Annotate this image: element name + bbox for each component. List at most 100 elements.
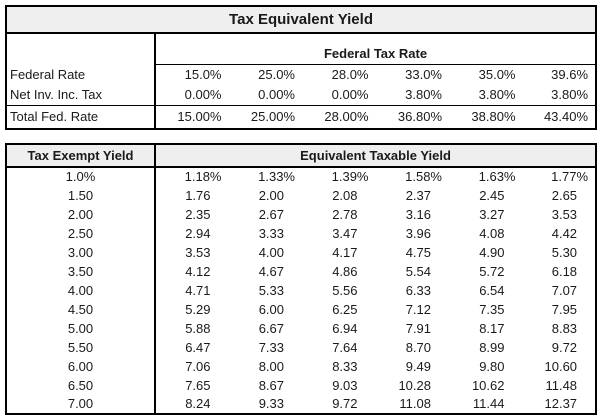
tax-exempt-yield-header: Tax Exempt Yield xyxy=(6,143,155,168)
tax-rate-value: 0.00% xyxy=(154,84,229,105)
yield-row: 1.50 1.76 2.00 2.08 2.37 2.45 2.65 xyxy=(6,185,596,205)
taxable-yield-value: 2.65 xyxy=(551,187,578,203)
taxable-yield-value: 4.12 xyxy=(154,261,229,281)
tax-rate-value: 3.80% xyxy=(478,87,516,102)
taxable-yield-value: 7.06 xyxy=(154,356,229,376)
tax-exempt-yield-value: 2.00 xyxy=(67,206,94,222)
tax-exempt-yield-value: 4.00 xyxy=(67,282,94,298)
tax-rate-row: Net Inv. Inc. Tax 0.00% 0.00% 0.00% 3.80% 3.8… xyxy=(6,84,596,105)
tax-rate-row-label: Net Inv. Inc. Tax xyxy=(10,87,103,102)
taxable-yield-value: 1.33% xyxy=(258,169,295,184)
tax-rate-value: 25.00% xyxy=(228,104,302,129)
blank-cell xyxy=(6,33,155,65)
taxable-yield-value: 6.25 xyxy=(332,301,358,317)
taxable-yield-value: 8.83 xyxy=(551,320,578,336)
taxable-yield-value: 1.18% xyxy=(154,166,229,186)
taxable-yield-value: 1.58% xyxy=(405,169,442,184)
tax-rate-value: 25.0% xyxy=(258,67,295,83)
taxable-yield-value: 3.53 xyxy=(551,206,578,222)
taxable-yield-value: 4.90 xyxy=(479,244,505,260)
taxable-yield-value: 5.56 xyxy=(332,282,358,298)
tax-rate-value: 43.40% xyxy=(522,104,597,129)
taxable-yield-value: 8.17 xyxy=(479,320,505,336)
taxable-yield-value: 9.33 xyxy=(258,396,284,411)
tax-exempt-yield-value: 2.50 xyxy=(67,225,94,241)
taxable-yield-value: 7.64 xyxy=(332,339,358,355)
taxable-yield-value: 7.91 xyxy=(405,320,431,336)
taxable-yield-value: 9.80 xyxy=(479,358,505,374)
tax-exempt-yield-value: 3.00 xyxy=(67,244,94,260)
taxable-yield-value: 3.16 xyxy=(405,206,431,222)
taxable-yield-value: 7.33 xyxy=(258,339,284,355)
equivalent-taxable-yield-table: Tax Exempt Yield Equivalent Taxable Yiel… xyxy=(5,142,598,415)
yield-row: 2.00 2.35 2.67 2.78 3.16 3.27 3.53 xyxy=(6,204,596,224)
federal-tax-rate-header-row: Federal Tax Rate xyxy=(6,33,597,65)
taxable-yield-value: 8.70 xyxy=(405,339,431,355)
title-row: Tax Equivalent Yield xyxy=(6,6,597,34)
yield-row: 5.00 5.88 6.67 6.94 7.91 8.17 8.83 xyxy=(6,318,596,338)
tax-exempt-yield-value: 6.00 xyxy=(67,358,94,374)
taxable-yield-value: 2.78 xyxy=(332,206,358,222)
taxable-yield-value: 8.67 xyxy=(258,377,284,393)
taxable-yield-value: 5.88 xyxy=(154,318,229,338)
taxable-yield-value: 3.33 xyxy=(258,225,284,241)
yield-table-header-row: Tax Exempt Yield Equivalent Taxable Yiel… xyxy=(6,143,597,168)
taxable-yield-value: 6.00 xyxy=(258,301,284,317)
taxable-yield-value: 9.72 xyxy=(551,339,578,355)
taxable-yield-value: 5.29 xyxy=(154,299,229,319)
taxable-yield-value: 2.94 xyxy=(154,223,229,243)
taxable-yield-value: 7.07 xyxy=(551,282,578,298)
taxable-yield-value: 6.33 xyxy=(405,282,431,298)
tax-rate-row-label: Total Fed. Rate xyxy=(6,104,155,129)
taxable-yield-value: 10.62 xyxy=(471,377,505,393)
taxable-yield-value: 8.99 xyxy=(479,339,505,355)
tax-exempt-yield-value: 5.50 xyxy=(67,339,94,355)
tax-rate-value: 15.0% xyxy=(154,64,229,85)
tax-rate-value: 28.0% xyxy=(331,67,369,83)
taxable-yield-value: 11.08 xyxy=(399,396,431,411)
tax-rate-value: 3.80% xyxy=(405,87,442,102)
tax-exempt-yield-value: 5.00 xyxy=(67,320,94,336)
yield-row: 6.00 7.06 8.00 8.33 9.49 9.80 10.60 xyxy=(6,356,596,376)
yield-row: 3.50 4.12 4.67 4.86 5.54 5.72 6.18 xyxy=(6,261,596,281)
yield-row: 4.00 4.71 5.33 5.56 6.33 6.54 7.07 xyxy=(6,280,596,300)
yield-row: 3.00 3.53 4.00 4.17 4.75 4.90 5.30 xyxy=(6,242,596,262)
taxable-yield-value: 5.54 xyxy=(405,263,431,279)
yield-row: 2.50 2.94 3.33 3.47 3.96 4.08 4.42 xyxy=(6,223,596,243)
taxable-yield-value: 4.00 xyxy=(258,244,284,260)
tax-rate-value: 33.0% xyxy=(405,67,442,83)
tax-rate-row: Federal Rate 15.0% 25.0% 28.0% 33.0% 35.0% 39.… xyxy=(6,64,596,85)
taxable-yield-value: 2.08 xyxy=(332,187,358,203)
taxable-yield-value: 1.39% xyxy=(331,169,369,184)
equivalent-taxable-yield-header: Equivalent Taxable Yield xyxy=(153,143,597,168)
taxable-yield-value: 2.45 xyxy=(479,187,505,203)
tax-exempt-yield-value: 1.0% xyxy=(65,169,96,184)
taxable-yield-value: 1.77% xyxy=(551,169,589,184)
taxable-yield-value: 8.33 xyxy=(332,358,358,374)
taxable-yield-value: 2.00 xyxy=(258,187,284,203)
taxable-yield-value: 9.72 xyxy=(332,396,358,411)
yield-row: 1.0% 1.18% 1.33% 1.39% 1.58% 1.63% 1.77% xyxy=(6,166,596,186)
tax-rate-value: 38.80% xyxy=(449,104,523,129)
taxable-yield-value: 2.37 xyxy=(405,187,431,203)
taxable-yield-value: 12.37 xyxy=(544,396,578,411)
taxable-yield-value: 6.18 xyxy=(551,263,578,279)
tax-rate-value: 35.0% xyxy=(478,67,516,83)
page-title: Tax Equivalent Yield xyxy=(6,6,597,34)
taxable-yield-value: 5.72 xyxy=(479,263,505,279)
taxable-yield-value: 7.12 xyxy=(405,301,431,317)
taxable-yield-value: 7.65 xyxy=(154,375,229,395)
taxable-yield-value: 3.27 xyxy=(479,206,505,222)
taxable-yield-value: 3.96 xyxy=(405,225,431,241)
taxable-yield-value: 4.86 xyxy=(332,263,358,279)
tax-exempt-yield-value: 4.50 xyxy=(67,301,94,317)
taxable-yield-value: 8.24 xyxy=(154,394,229,414)
tax-rate-value: 0.00% xyxy=(258,87,295,102)
tax-rate-row: Total Fed. Rate 15.00% 25.00% 28.00% 36.80% 3… xyxy=(6,104,597,129)
taxable-yield-value: 6.47 xyxy=(154,337,229,357)
tax-exempt-yield-value: 1.50 xyxy=(67,187,94,203)
taxable-yield-value: 5.30 xyxy=(551,244,578,260)
taxable-yield-value: 4.17 xyxy=(332,244,358,260)
taxable-yield-value: 3.53 xyxy=(154,242,229,262)
